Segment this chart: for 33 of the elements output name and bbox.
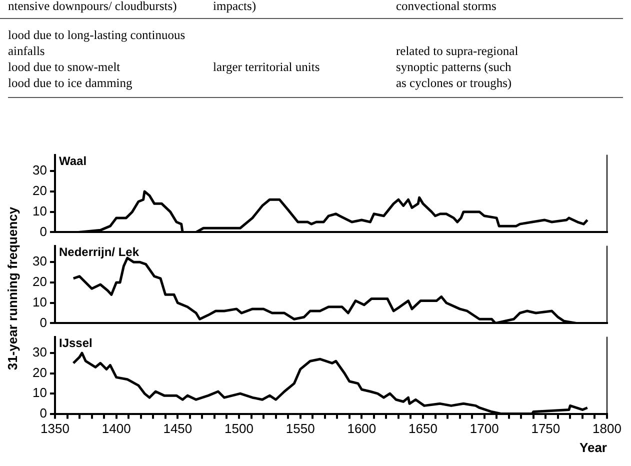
x-tick-label: 1700	[470, 421, 499, 436]
y-tick-label: 30	[32, 344, 47, 360]
chart-title: Waal	[59, 154, 87, 168]
x-tick-label: 1650	[408, 421, 438, 436]
y-tick-label: 0	[40, 314, 47, 330]
y-tick-label: 30	[32, 162, 47, 178]
text: larger territorial units	[212, 59, 321, 76]
x-tick-label: 1550	[286, 421, 315, 436]
y-tick-label: 20	[32, 364, 47, 380]
y-tick-label: 0	[40, 405, 47, 420]
y-tick-label: 20	[32, 274, 47, 290]
x-tick-label: 1800	[592, 421, 622, 436]
x-tick-label: 1400	[102, 421, 131, 436]
x-tick-label: 1500	[224, 421, 254, 436]
chart-title: IJssel	[59, 336, 92, 350]
chart-title: Nederrijn/ Lek	[59, 245, 140, 260]
y-axis-title: 31-year running frequency	[6, 206, 20, 370]
text: impacts)	[205, 0, 396, 19]
x-tick-label: 1600	[347, 421, 376, 436]
text: related to supra-regional synoptic patterns (such as cyclones or troughs)	[395, 43, 520, 91]
text: ntensive downpours/ cloudbursts)	[0, 0, 213, 19]
y-tick-label: 10	[32, 385, 47, 400]
x-tick-label: 1750	[531, 421, 560, 436]
x-tick-label: 1450	[163, 421, 192, 436]
text: lood due to long-lasting continuous ainfalls lood due to snow-melt lood due to ice damming	[7, 27, 186, 91]
x-axis-title: Year	[580, 440, 607, 455]
y-tick-label: 30	[32, 254, 47, 269]
y-tick-label: 0	[40, 224, 47, 239]
x-tick-label: 1350	[40, 421, 70, 436]
y-tick-label: 10	[32, 203, 47, 218]
y-tick-label: 20	[32, 183, 47, 198]
text: convectional storms	[388, 0, 623, 19]
y-tick-label: 10	[32, 294, 47, 310]
